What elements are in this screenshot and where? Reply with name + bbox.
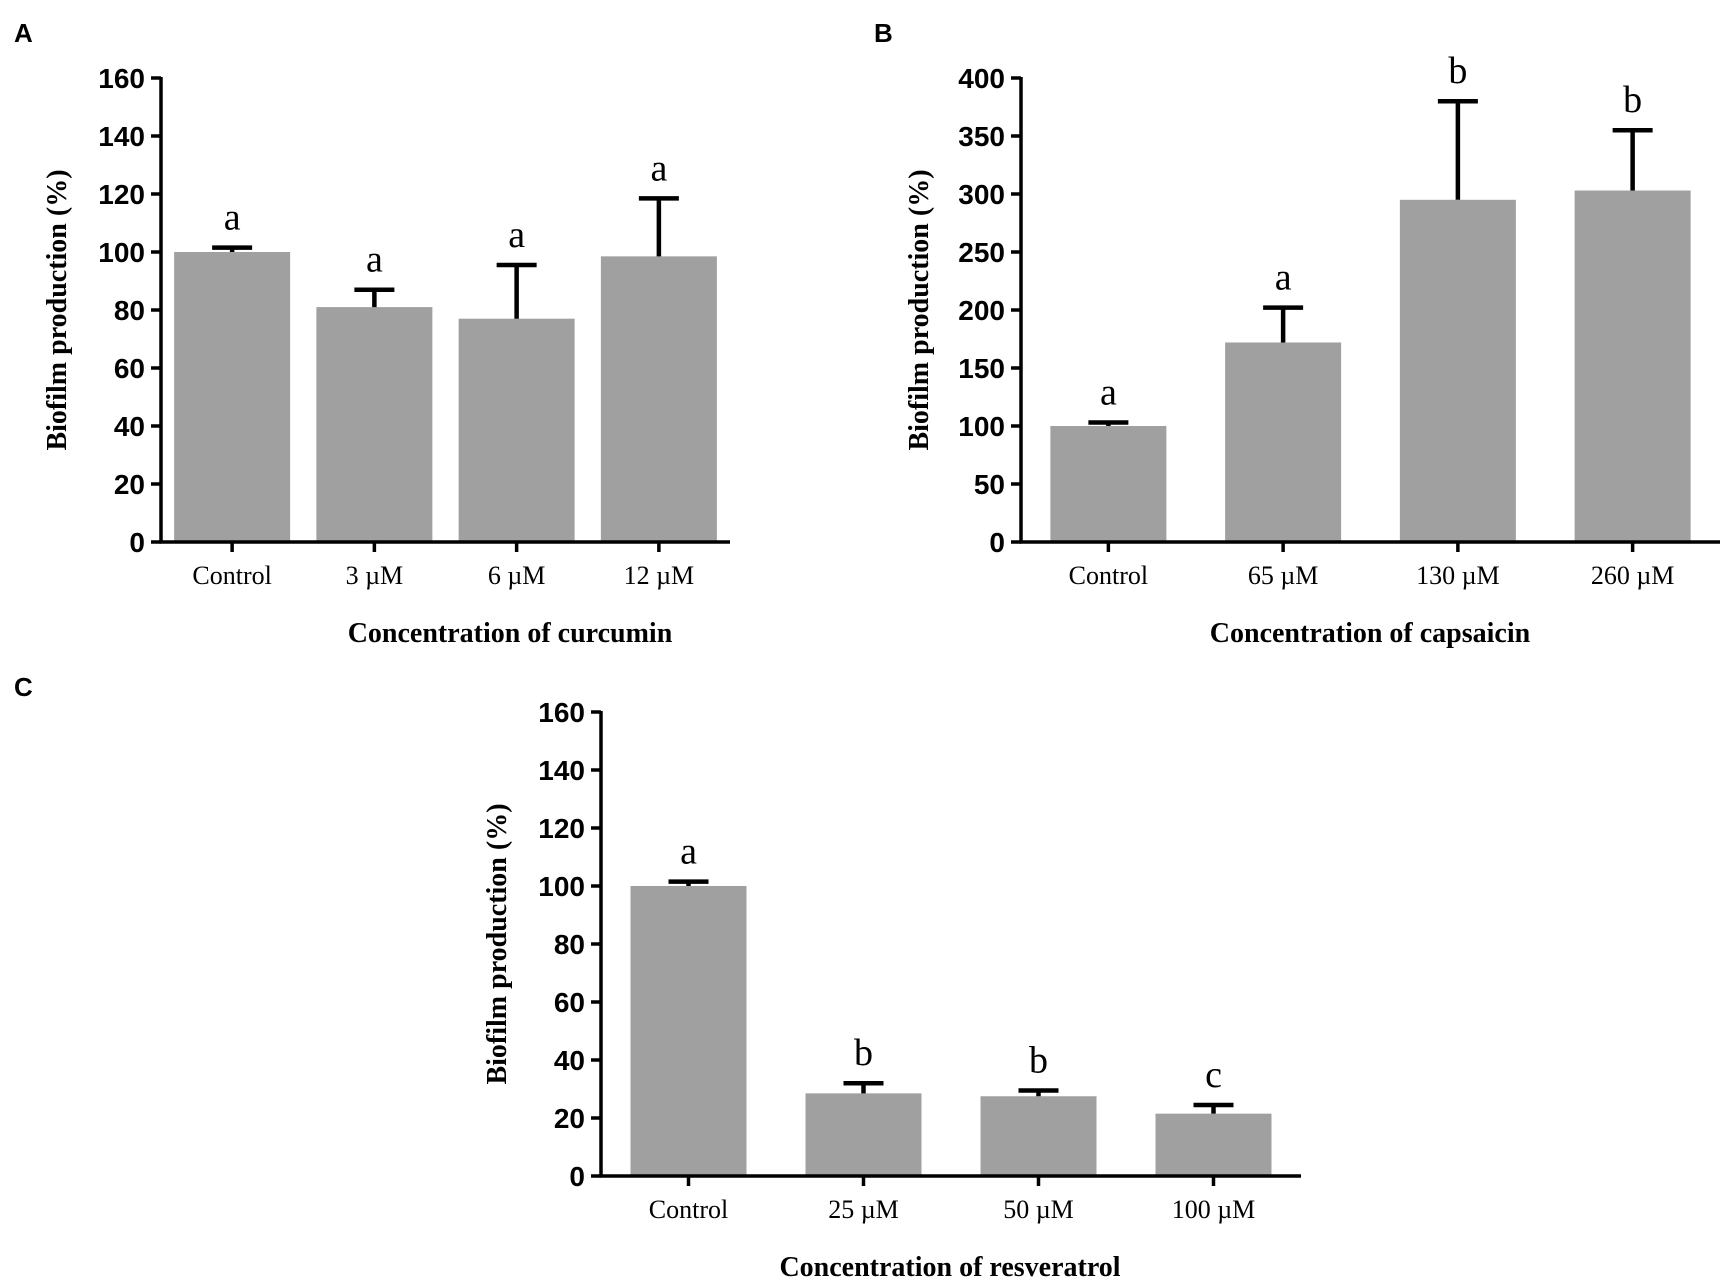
panel-c-sig-label-2: b <box>854 1032 873 1074</box>
panel-a-xtick-label-3: 6 µM <box>488 561 546 590</box>
panel-a-bar-3 <box>458 318 575 542</box>
panel-c-bar-4 <box>1155 1113 1272 1176</box>
panel-b: B Biofilm production (%) Concentration o… <box>874 18 1720 649</box>
panel-b-error-bar-1 <box>1088 420 1129 426</box>
panel-c-letter: C <box>14 672 33 702</box>
panel-c-bar-1 <box>630 886 747 1176</box>
panel-a-xlabel: Concentration of curcumin <box>348 618 673 649</box>
panel-c-error-bar-2 <box>843 1080 884 1094</box>
panel-c-ytick-label-7: 140 <box>538 755 585 786</box>
panel-b-sig-label-3: b <box>1448 50 1467 92</box>
panel-c: C Biofilm production (%) Concentration o… <box>14 672 1301 1283</box>
panel-a-ytick-label-4: 80 <box>114 295 145 326</box>
panel-a-ytick-label-7: 140 <box>98 121 145 152</box>
panel-b-letter: B <box>874 18 893 48</box>
panel-b-bar-4 <box>1574 190 1691 542</box>
panel-b-error-bar-2 <box>1263 305 1304 343</box>
panel-b-bar-3 <box>1399 199 1516 543</box>
panel-a-sig-label-4: a <box>650 147 667 189</box>
panel-b-ytick-label-0: 0 <box>989 527 1005 558</box>
panel-a-ytick-label-8: 160 <box>98 63 145 94</box>
panel-a-ytick-label-3: 60 <box>114 353 145 384</box>
panel-b-sig-label-2: a <box>1275 257 1292 299</box>
panel-c-ytick-label-0: 0 <box>569 1161 585 1192</box>
panel-c-sig-label-4: c <box>1205 1054 1222 1096</box>
panel-c-ytick-label-2: 40 <box>554 1045 585 1076</box>
panel-c-xtick-label-4: 100 µM <box>1172 1195 1256 1224</box>
panel-a-xtick-label-4: 12 µM <box>624 561 695 590</box>
panel-a: A Biofilm production (%) Concentration o… <box>14 18 730 649</box>
panel-a-ytick-label-6: 120 <box>98 179 145 210</box>
panel-c-error-bar-1 <box>668 879 709 886</box>
panel-a-error-bar-2 <box>354 287 395 308</box>
panel-b-ytick-label-4: 200 <box>958 295 1005 326</box>
panel-c-ylabel: Biofilm production (%) <box>482 803 513 1084</box>
panel-b-bar-1 <box>1050 426 1167 542</box>
panel-b-sig-label-1: a <box>1100 372 1117 414</box>
panel-b-xtick-label-1: Control <box>1069 561 1148 590</box>
panel-b-xtick-label-4: 260 µM <box>1591 561 1675 590</box>
panel-b-ytick-label-1: 50 <box>974 469 1005 500</box>
panel-a-bar-2 <box>316 307 433 542</box>
panel-a-sig-label-3: a <box>508 214 525 256</box>
panel-b-xtick-label-3: 130 µM <box>1416 561 1500 590</box>
panel-c-bar-2 <box>805 1093 922 1176</box>
panel-b-ytick-label-7: 350 <box>958 121 1005 152</box>
panel-b-xtick-label-2: 65 µM <box>1248 561 1319 590</box>
panel-a-xtick-label-1: Control <box>192 561 271 590</box>
panel-b-ytick-label-6: 300 <box>958 179 1005 210</box>
panel-b-ytick-label-2: 100 <box>958 411 1005 442</box>
panel-a-ytick-label-5: 100 <box>98 237 145 268</box>
panel-a-bar-1 <box>174 252 291 542</box>
panel-c-sig-label-3: b <box>1029 1039 1048 1081</box>
panel-c-xtick-label-1: Control <box>649 1195 728 1224</box>
panel-c-ytick-label-6: 120 <box>538 813 585 844</box>
panel-a-sig-label-2: a <box>366 239 383 281</box>
panel-b-ytick-label-3: 150 <box>958 353 1005 384</box>
panel-b-ytick-label-8: 400 <box>958 63 1005 94</box>
panel-b-ytick-label-5: 250 <box>958 237 1005 268</box>
panel-c-ytick-label-4: 80 <box>554 929 585 960</box>
panel-c-bar-3 <box>980 1096 1097 1176</box>
panel-b-bar-2 <box>1225 342 1342 542</box>
panel-c-ytick-label-5: 100 <box>538 871 585 902</box>
panel-a-ylabel: Biofilm production (%) <box>42 169 73 450</box>
panel-a-ytick-label-2: 40 <box>114 411 145 442</box>
panel-c-xlabel: Concentration of resveratrol <box>779 1252 1120 1283</box>
panel-a-error-bar-4 <box>638 196 679 257</box>
panel-c-error-bar-3 <box>1018 1088 1059 1097</box>
panel-c-ytick-label-3: 60 <box>554 987 585 1018</box>
panel-b-error-bar-4 <box>1612 127 1653 191</box>
panel-a-bar-4 <box>600 256 717 542</box>
panel-a-ytick-label-0: 0 <box>129 527 145 558</box>
panel-c-ytick-label-1: 20 <box>554 1103 585 1134</box>
panel-c-ytick-label-8: 160 <box>538 697 585 728</box>
panel-c-error-bar-4 <box>1193 1102 1234 1114</box>
panel-b-sig-label-4: b <box>1623 79 1642 121</box>
panel-a-error-bar-3 <box>496 262 537 319</box>
panel-b-ylabel: Biofilm production (%) <box>904 169 935 450</box>
panel-a-sig-label-1: a <box>224 197 241 239</box>
panel-a-xtick-label-2: 3 µM <box>346 561 404 590</box>
panel-a-letter: A <box>14 18 33 48</box>
panel-b-xlabel: Concentration of capsaicin <box>1210 618 1531 649</box>
panel-a-ytick-label-1: 20 <box>114 469 145 500</box>
panel-a-error-bar-1 <box>212 245 253 252</box>
panel-c-xtick-label-3: 50 µM <box>1003 1195 1074 1224</box>
panel-c-sig-label-1: a <box>680 831 697 873</box>
panel-b-error-bar-3 <box>1437 98 1478 200</box>
panel-c-xtick-label-2: 25 µM <box>828 1195 899 1224</box>
